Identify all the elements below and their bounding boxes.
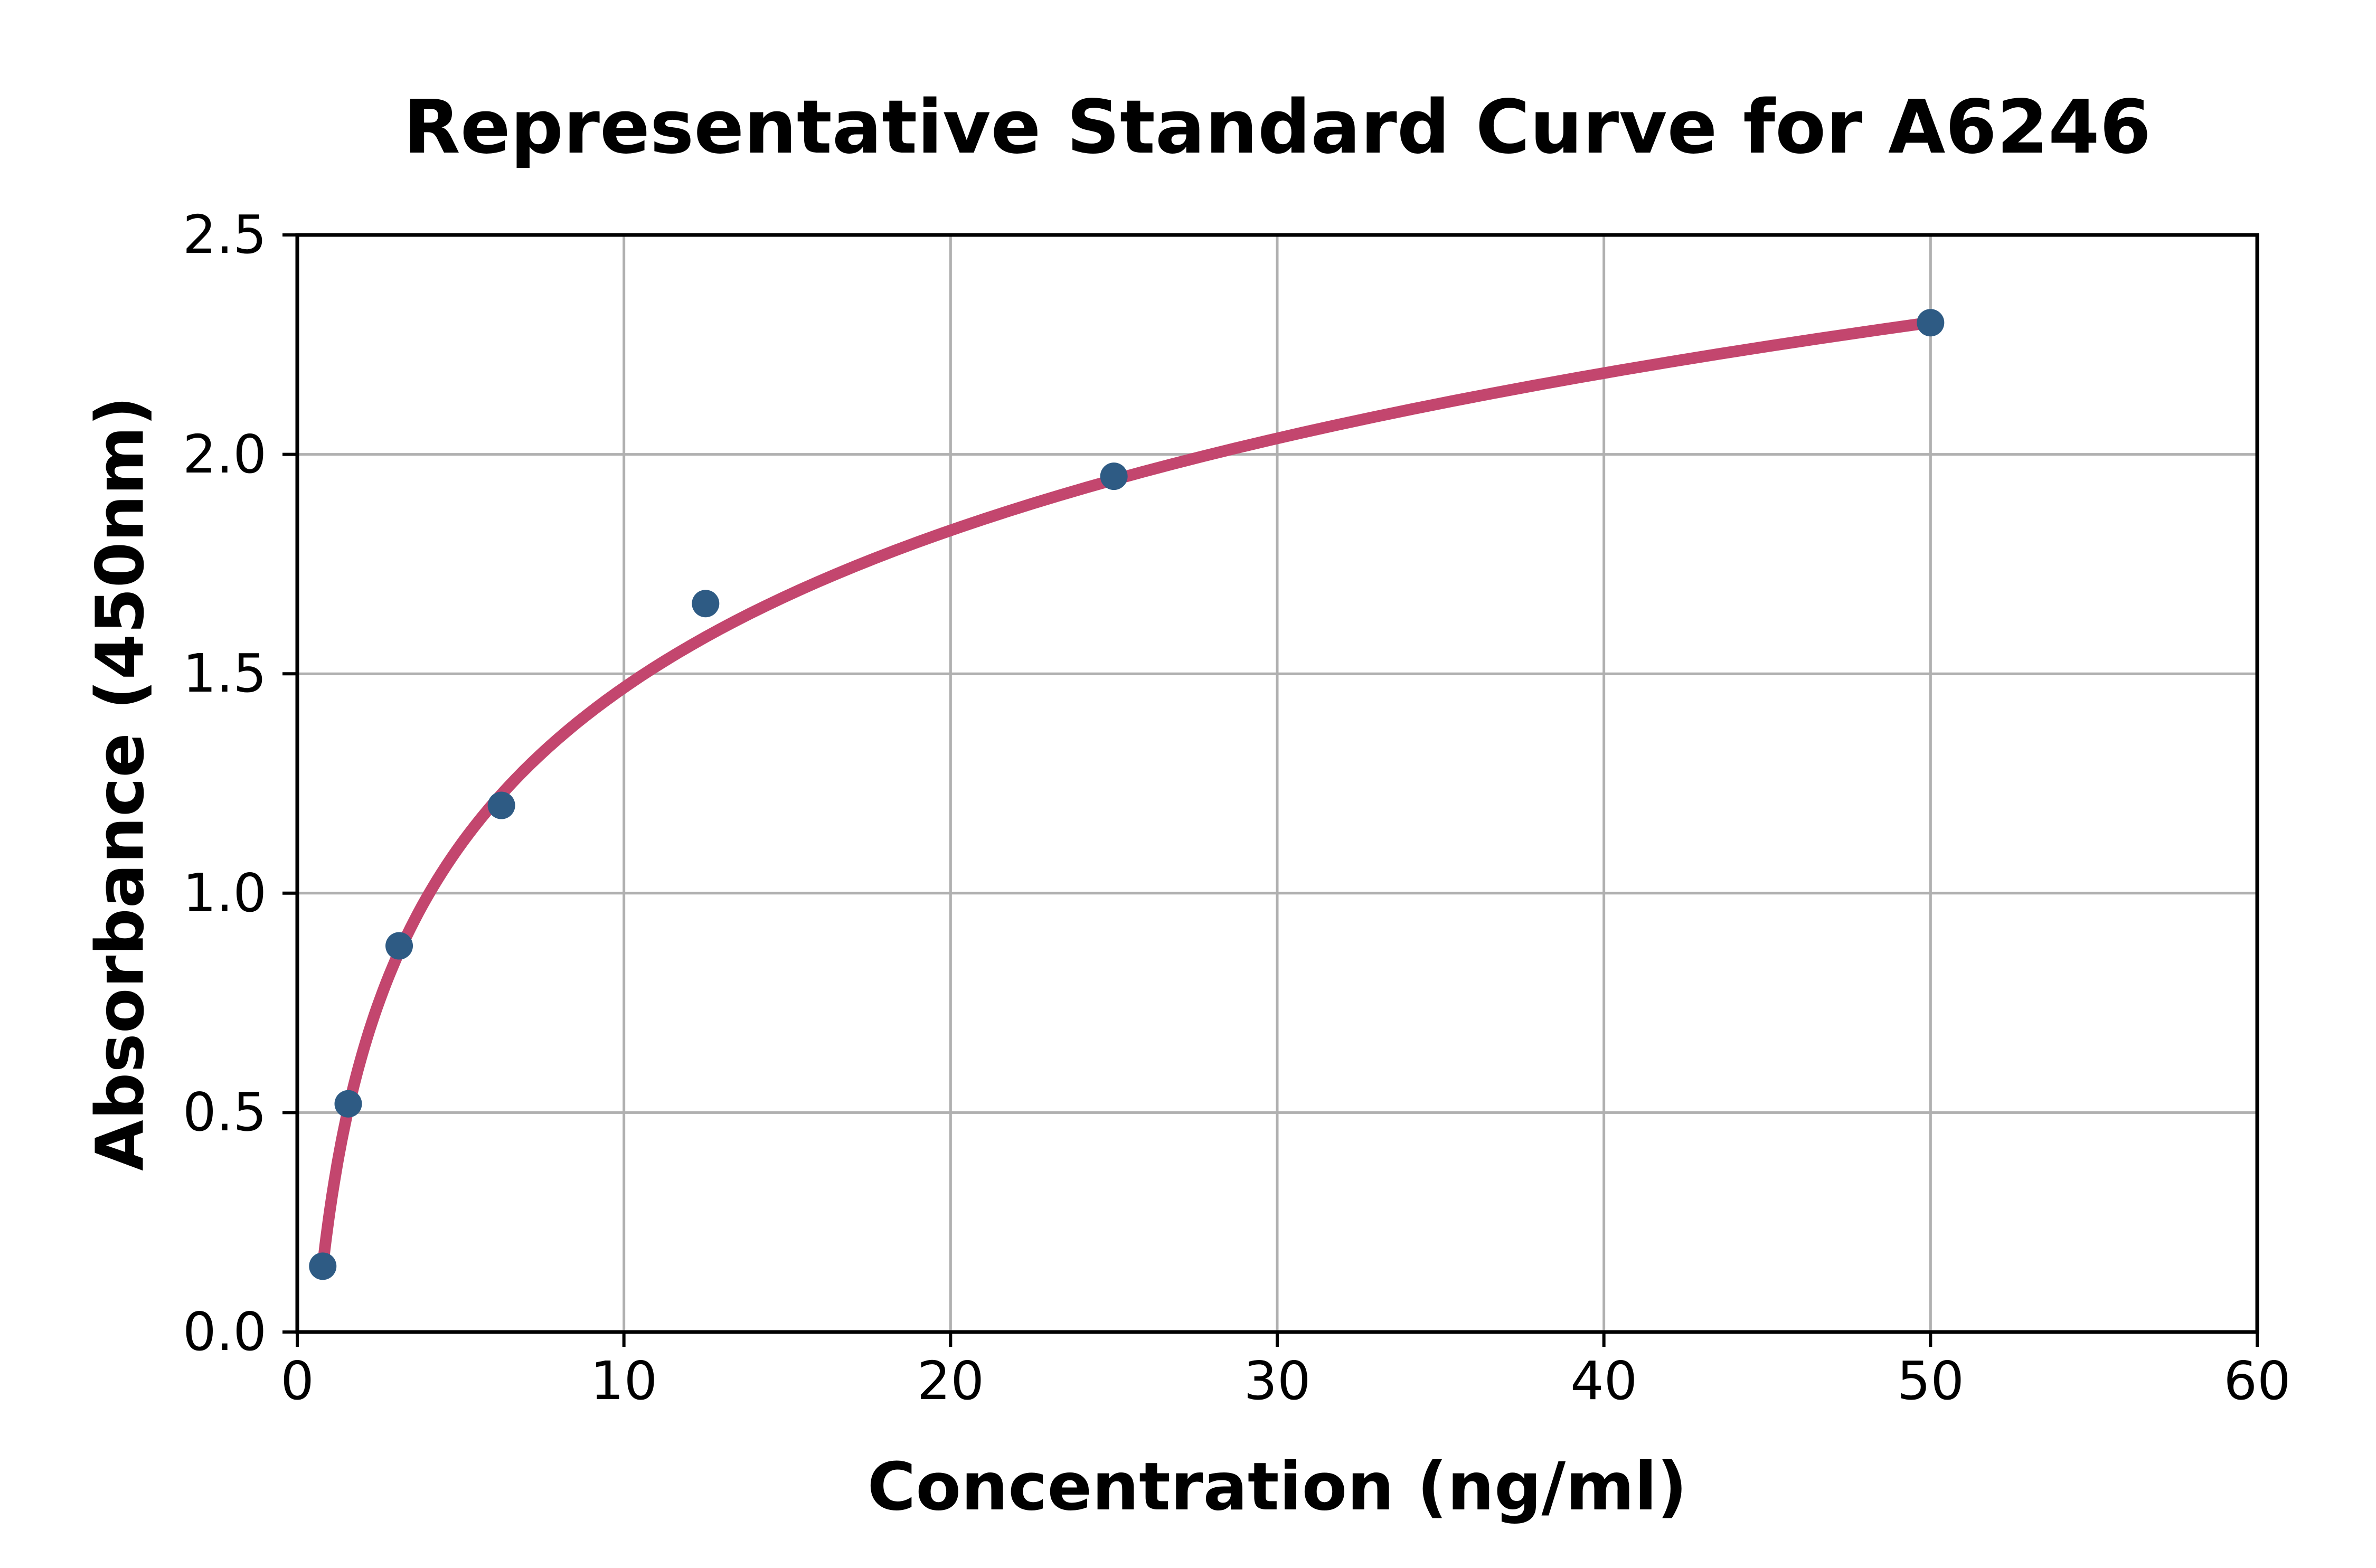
fit-curve xyxy=(317,316,1931,1267)
y-tick-label: 2.5 xyxy=(182,204,267,266)
y-tick-label: 1.5 xyxy=(182,643,267,705)
data-point xyxy=(334,1090,362,1118)
data-point xyxy=(1917,309,1945,337)
data-point xyxy=(692,590,720,618)
data-point xyxy=(309,1252,337,1280)
x-tick-label: 10 xyxy=(590,1350,658,1412)
x-tick-label: 30 xyxy=(1243,1350,1311,1412)
x-tick-label: 40 xyxy=(1570,1350,1638,1412)
x-tick-label: 0 xyxy=(280,1350,314,1412)
data-point xyxy=(385,932,413,960)
chart-title: Representative Standard Curve for A6246 xyxy=(403,84,2152,171)
y-tick-label: 1.0 xyxy=(182,862,267,924)
x-axis-label: Concentration (ng/ml) xyxy=(867,1449,1687,1525)
y-tick-label: 0.5 xyxy=(182,1081,267,1144)
data-point xyxy=(1100,462,1128,490)
y-axis-label: Absorbance (450nm) xyxy=(82,396,159,1171)
y-tick-label: 2.0 xyxy=(182,423,267,485)
x-tick-label: 20 xyxy=(917,1350,984,1412)
x-tick-label: 60 xyxy=(2223,1350,2291,1412)
x-tick-label: 50 xyxy=(1897,1350,1964,1412)
data-point xyxy=(487,791,515,819)
y-tick-label: 0.0 xyxy=(182,1301,267,1363)
